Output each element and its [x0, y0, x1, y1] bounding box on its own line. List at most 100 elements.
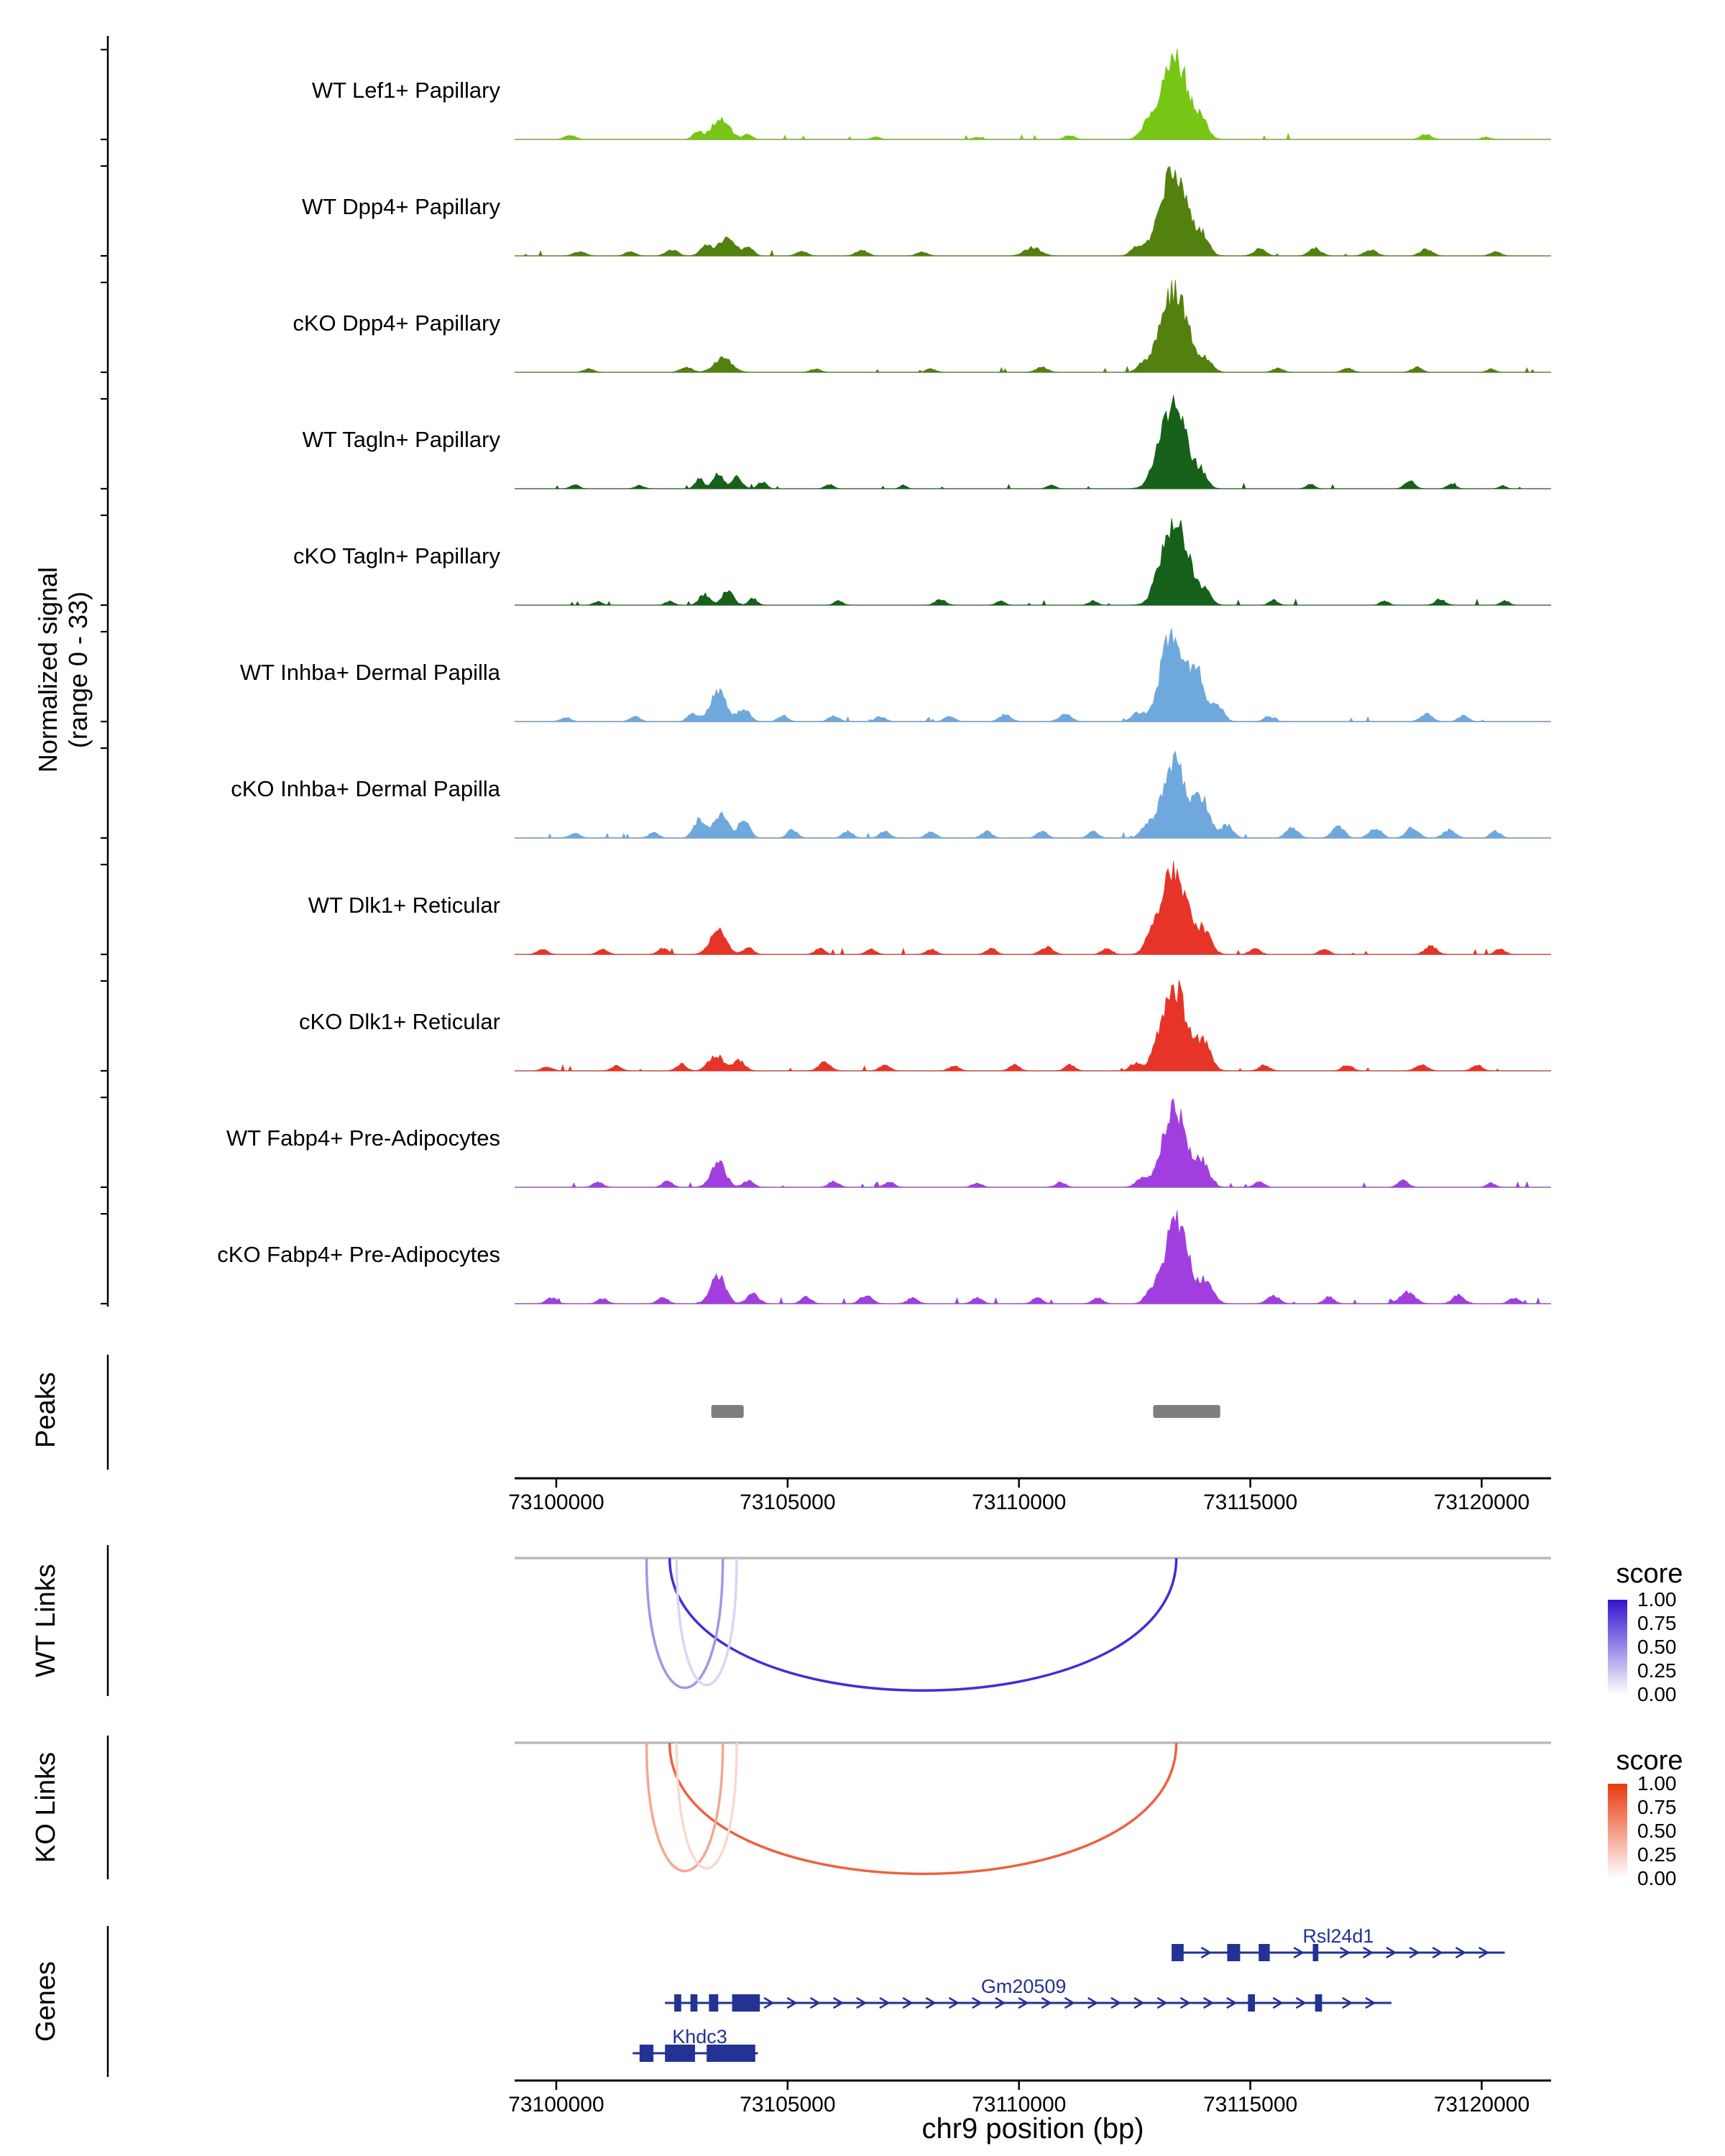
- ko-score-legend-tick-label: 0.50: [1637, 1820, 1677, 1842]
- track-label: WT Fabp4+ Pre-Adipocytes: [226, 1125, 500, 1151]
- gene-strand-arrow: [1087, 1996, 1099, 2009]
- section-label-peaks: Peaks: [31, 1372, 61, 1448]
- signal-track-area-9: [515, 1098, 1551, 1188]
- gene-strand-arrow: [1365, 1996, 1376, 2009]
- gene-exon: [665, 2045, 695, 2062]
- signal-track-area-8: [515, 980, 1551, 1072]
- track-label: WT Inhba+ Dermal Papilla: [239, 660, 500, 685]
- wt-score-legend-gradient-bar: [1608, 1600, 1627, 1695]
- gene-strand-arrow: [1041, 1996, 1052, 2009]
- gene-strand-arrow: [1179, 1996, 1192, 2009]
- gene-strand-arrow: [1339, 1946, 1351, 1959]
- track-label: cKO Inhba+ Dermal Papilla: [231, 776, 500, 801]
- section-label-wt-links: WT Links: [31, 1564, 61, 1677]
- x-axis-title: chr9 position (bp): [921, 2113, 1144, 2145]
- gene-strand-arrow: [1110, 1996, 1122, 2009]
- gene-exon: [732, 1994, 760, 2012]
- gene-strand-arrow: [1409, 1946, 1420, 1959]
- gene-strand-arrow: [1156, 1996, 1168, 2009]
- wt-links-arc: [675, 1557, 738, 1687]
- gene-strand-arrow: [809, 1996, 822, 2009]
- track-label: cKO Tagln+ Papillary: [293, 543, 500, 568]
- gene-strand-arrow: [1133, 1996, 1145, 2009]
- track-label: WT Dpp4+ Papillary: [302, 194, 500, 219]
- ko-score-legend-tick-label: 0.00: [1637, 1867, 1677, 1889]
- wt-score-legend-tick-label: 0.50: [1637, 1636, 1677, 1658]
- ko-links-arc: [645, 1742, 724, 1873]
- x-axis-tick-label: 73110000: [972, 1491, 1067, 1514]
- gene-strand-arrow: [879, 1996, 891, 2009]
- wt-links-arc: [645, 1557, 724, 1689]
- x-axis-tick-label: 73120000: [1433, 2093, 1530, 2116]
- ko-links-arc: [668, 1742, 1178, 1875]
- peak-region: [711, 1405, 744, 1418]
- x-axis-tick-label: 73105000: [740, 1491, 836, 1514]
- gene-strand-arrow: [1200, 1946, 1212, 1959]
- gene-exon: [1259, 1944, 1270, 1961]
- x-axis-tick-label: 73115000: [1202, 2093, 1298, 2116]
- x-axis-tick-label: 73120000: [1433, 1491, 1530, 1514]
- signal-track-area-0: [515, 48, 1551, 140]
- gene-exon: [1227, 1944, 1241, 1961]
- gene-exon: [674, 1994, 681, 2012]
- signal-track-area-5: [515, 627, 1551, 722]
- track-label: WT Dlk1+ Reticular: [308, 893, 500, 918]
- x-axis-tick-label: 73110000: [972, 2093, 1067, 2116]
- gene-strand-arrow: [1386, 1946, 1397, 1959]
- gene-strand-arrow: [902, 1996, 914, 2009]
- wt-score-legend-tick-label: 0.00: [1637, 1683, 1677, 1705]
- gene-strand-arrow: [1432, 1946, 1443, 1959]
- wt-links-arc: [668, 1557, 1178, 1692]
- signal-track-area-7: [515, 860, 1551, 955]
- ko-score-legend-tick-label: 1.00: [1637, 1772, 1677, 1795]
- section-label-ko-links: KO Links: [31, 1751, 61, 1864]
- gene-exon: [1248, 1994, 1255, 2012]
- gene-strand-arrow: [925, 1996, 937, 2009]
- gene-strand-arrow: [948, 1996, 960, 2009]
- ko-score-legend-gradient-bar: [1608, 1784, 1627, 1879]
- gene-strand-arrow: [1342, 1996, 1353, 2009]
- gene-strand-arrow: [1064, 1996, 1076, 2009]
- gene-exon: [639, 2045, 654, 2062]
- gene-exon: [1315, 1994, 1322, 2012]
- gene-strand-arrow: [995, 1996, 1006, 2009]
- gene-strand-arrow: [1363, 1946, 1374, 1959]
- gene-strand-arrow: [1272, 1996, 1284, 2009]
- ko-score-legend-tick-label: 0.75: [1637, 1796, 1677, 1818]
- gene-strand-arrow: [1295, 1996, 1307, 2009]
- gene-strand-arrow: [832, 1996, 845, 2009]
- gene-strand-arrow: [1455, 1946, 1467, 1959]
- x-axis-tick-label: 73105000: [740, 2093, 836, 2116]
- gene-strand-arrow: [1293, 1946, 1305, 1959]
- gene-strand-arrow: [972, 1996, 983, 2009]
- gene-strand-arrow: [1018, 1996, 1029, 2009]
- track-label: cKO Fabp4+ Pre-Adipocytes: [217, 1242, 500, 1267]
- ko-score-legend-title: score: [1616, 1746, 1683, 1776]
- gene-label: Khdc3: [672, 2026, 727, 2047]
- x-axis-tick-label: 73115000: [1202, 1491, 1298, 1514]
- gene-label: Gm20509: [980, 1976, 1067, 1997]
- gene-exon: [707, 2045, 755, 2062]
- gene-strand-arrow: [856, 1996, 868, 2009]
- gene-strand-arrow: [1202, 1996, 1215, 2009]
- gene-strand-arrow: [1226, 1996, 1238, 2009]
- gene-exon: [690, 1994, 698, 2012]
- wt-score-legend-title: score: [1616, 1559, 1683, 1589]
- signal-track-area-2: [515, 280, 1551, 373]
- signal-track-area-6: [515, 750, 1551, 839]
- signal-track-area-4: [515, 518, 1551, 606]
- track-label: WT Tagln+ Papillary: [302, 427, 500, 452]
- signal-track-area-3: [515, 395, 1551, 489]
- gene-exon: [709, 1994, 719, 2012]
- peak-region: [1153, 1405, 1220, 1418]
- wt-score-legend-tick-label: 0.75: [1637, 1612, 1677, 1634]
- section-label-genes: Genes: [31, 1961, 61, 2042]
- gene-strand-arrow: [786, 1996, 798, 2009]
- x-axis-tick-label: 73100000: [508, 2093, 604, 2116]
- track-label: cKO Dpp4+ Papillary: [293, 310, 500, 336]
- signal-track-area-10: [515, 1210, 1551, 1304]
- gene-strand-arrow: [763, 1996, 775, 2009]
- track-label: WT Lef1+ Papillary: [311, 78, 500, 103]
- signal-track-area-1: [515, 166, 1551, 257]
